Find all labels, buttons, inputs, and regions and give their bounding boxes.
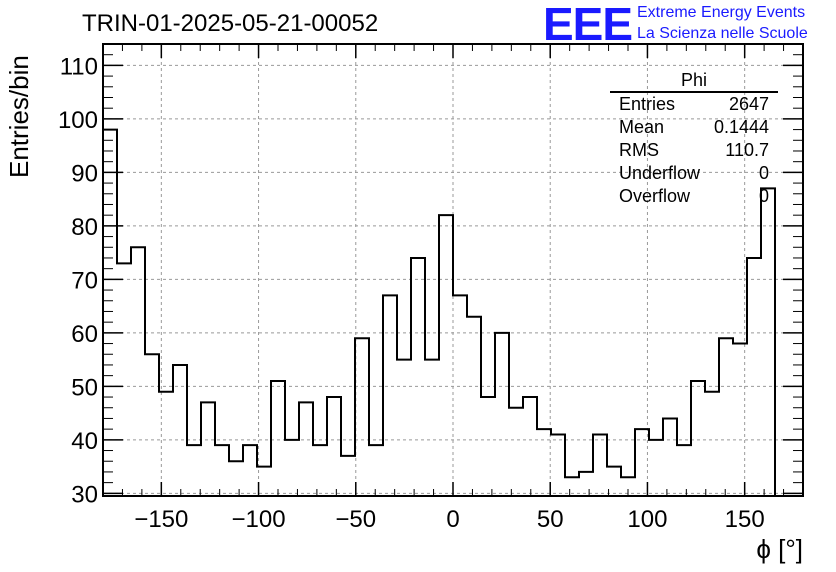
histogram-bin — [733, 344, 747, 496]
histogram-bin — [103, 130, 117, 496]
y-tick-label: 80 — [71, 214, 98, 241]
histogram-bin — [145, 354, 159, 496]
histogram-bin — [593, 434, 607, 496]
histogram-bin — [495, 333, 509, 496]
histogram-bin — [411, 258, 425, 496]
histogram-bin — [313, 445, 327, 496]
histogram-bin — [481, 397, 495, 496]
histogram-bin — [607, 467, 621, 496]
stats-label: Entries — [619, 94, 676, 114]
stats-value: 110.7 — [725, 140, 769, 160]
histogram-bin — [355, 338, 369, 496]
x-tick-label: 100 — [627, 506, 667, 533]
stats-value: 2647 — [728, 94, 769, 114]
histogram-bin — [425, 360, 439, 496]
histogram-bin — [677, 445, 691, 496]
y-tick-label: 110 — [60, 53, 98, 80]
histogram-bin — [579, 472, 593, 496]
x-tick-label: 0 — [446, 506, 459, 533]
stats-row-overflow: Overflow 0 — [610, 185, 778, 208]
histogram-bin — [397, 360, 411, 496]
histogram-bin — [383, 295, 397, 496]
stats-value: 0 — [758, 186, 769, 206]
histogram-bin — [523, 397, 537, 496]
histogram-bin — [159, 392, 173, 496]
histogram-bin — [131, 247, 145, 496]
eee-logo-line1: Extreme Energy Events — [637, 4, 806, 21]
y-tick-label: 60 — [71, 321, 98, 348]
histogram-bin — [551, 434, 565, 496]
y-tick-label: 100 — [58, 107, 98, 134]
stats-name: Phi — [610, 70, 778, 93]
stats-label: Underflow — [619, 163, 701, 183]
y-tick-label: 50 — [71, 374, 98, 401]
histogram-bin — [215, 445, 229, 496]
histogram-bin — [453, 295, 467, 496]
stats-box: Phi Entries 2647 Mean 0.1444 RMS 110.7 Unde… — [610, 70, 778, 208]
stats-label: Overflow — [619, 186, 691, 206]
histogram-bin — [341, 456, 355, 496]
histogram-bin — [117, 263, 131, 496]
histogram-bin — [229, 461, 243, 496]
stats-row-underflow: Underflow 0 — [610, 162, 778, 185]
x-tick-label: −100 — [232, 506, 286, 533]
stats-row-mean: Mean 0.1444 — [610, 116, 778, 139]
histogram-bin — [663, 418, 677, 496]
histogram-bin — [537, 429, 551, 496]
y-tick-label: 30 — [71, 481, 98, 508]
histogram-bin — [747, 258, 761, 496]
histogram-bin — [761, 188, 775, 496]
histogram-bin — [327, 397, 341, 496]
histogram-bin — [467, 317, 481, 496]
histogram-bin — [173, 365, 187, 496]
histogram-bin — [299, 402, 313, 496]
histogram-bin — [187, 445, 201, 496]
eee-logo-line2: La Scienza nelle Scuole — [637, 25, 808, 42]
stats-value: 0.1444 — [713, 117, 769, 137]
axis-ticks — [102, 43, 804, 496]
x-tick-label: 150 — [725, 506, 765, 533]
stats-row-rms: RMS 110.7 — [610, 139, 778, 162]
histogram-bin — [705, 392, 719, 496]
y-tick-label: 70 — [71, 267, 98, 294]
histogram-outline — [102, 128, 776, 496]
y-tick-label: 90 — [71, 160, 98, 187]
histogram-bin — [691, 381, 705, 496]
x-axis-label: ϕ [°] — [756, 534, 803, 564]
y-tick-label: 40 — [71, 428, 98, 455]
tick-labels: −150 −100 −50 0 50 100 150 30 40 50 60 70 80 90 100 110 — [58, 53, 765, 533]
stats-label: Mean — [619, 117, 665, 137]
chart-title: TRIN-01-2025-05-21-00052 — [82, 10, 379, 37]
eee-logo: EEE — [543, 0, 633, 50]
histogram-bin — [369, 445, 383, 496]
histogram-bin — [719, 338, 733, 496]
histogram-bin — [509, 408, 523, 496]
x-tick-label: 50 — [537, 506, 564, 533]
stats-value: 0 — [758, 163, 769, 183]
x-tick-label: −50 — [335, 506, 376, 533]
histogram-bin — [271, 381, 285, 496]
histogram-bin — [649, 440, 663, 496]
stats-row-entries: Entries 2647 — [610, 93, 778, 116]
histogram-bin — [439, 215, 453, 496]
x-tick-label: −150 — [134, 506, 188, 533]
y-axis-label: Entries/bin — [4, 55, 34, 178]
histogram-bin — [243, 445, 257, 496]
stats-label: RMS — [619, 140, 659, 160]
histogram-bin — [201, 402, 215, 496]
histogram-bin — [285, 440, 299, 496]
